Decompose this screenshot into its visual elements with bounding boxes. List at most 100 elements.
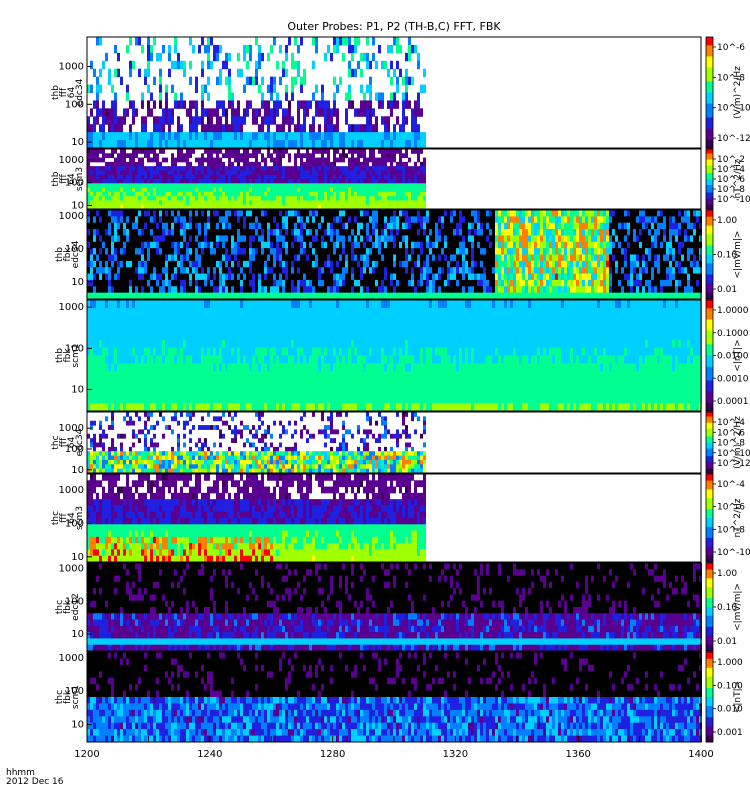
heatmap-cell <box>381 267 384 275</box>
heatmap-cell <box>171 235 174 243</box>
heatmap-cell <box>315 157 318 163</box>
heatmap-cell <box>207 92 210 101</box>
heatmap-cell <box>339 140 342 149</box>
heatmap-cell <box>189 140 192 149</box>
heatmap-cell <box>474 216 477 224</box>
heatmap-cell <box>273 179 276 184</box>
heatmap-cell <box>399 157 402 163</box>
heatmap-cell <box>585 254 588 262</box>
heatmap-cell <box>546 229 549 236</box>
heatmap-cell <box>333 200 336 206</box>
heatmap-cell <box>420 241 423 249</box>
heatmap-cell <box>363 161 366 167</box>
heatmap-cell <box>228 140 231 149</box>
heatmap-cell <box>633 254 636 262</box>
heatmap-cell <box>513 235 516 243</box>
heatmap-cell <box>558 235 561 243</box>
heatmap-cell <box>603 273 606 281</box>
heatmap-cell <box>561 248 564 255</box>
heatmap-cell <box>603 210 606 217</box>
heatmap-cell <box>372 222 375 230</box>
heatmap-cell <box>93 116 96 125</box>
heatmap-cell <box>255 254 258 262</box>
heatmap-cell <box>318 191 321 197</box>
heatmap-cell <box>585 286 588 294</box>
heatmap-cell <box>114 174 117 180</box>
heatmap-cell <box>126 191 129 197</box>
heatmap-cell <box>339 229 342 236</box>
heatmap-cell <box>396 140 399 149</box>
heatmap-cell <box>417 210 420 217</box>
heatmap-cell <box>93 260 96 268</box>
heatmap-cell <box>327 153 330 159</box>
heatmap-cell <box>225 187 228 193</box>
heatmap-cell <box>255 273 258 281</box>
heatmap-cell <box>114 157 117 163</box>
heatmap-cell <box>333 37 336 46</box>
heatmap-cell <box>294 222 297 230</box>
heatmap-cell <box>255 267 258 275</box>
heatmap-cell <box>276 196 279 201</box>
heatmap-cell <box>579 279 582 287</box>
heatmap-cell <box>303 241 306 249</box>
heatmap-cell <box>135 267 138 275</box>
heatmap-cell <box>111 140 114 149</box>
heatmap-cell <box>249 267 252 275</box>
heatmap-cell <box>378 191 381 197</box>
heatmap-cell <box>153 229 156 236</box>
heatmap-cell <box>627 292 630 300</box>
heatmap-cell <box>309 286 312 294</box>
heatmap-cell <box>546 210 549 217</box>
heatmap-cell <box>342 204 345 210</box>
heatmap-cell <box>564 279 567 287</box>
heatmap-cell <box>300 222 303 230</box>
heatmap-cell <box>201 273 204 281</box>
heatmap-cell <box>300 248 303 255</box>
heatmap-cell <box>363 229 366 236</box>
heatmap-cell <box>429 279 432 287</box>
heatmap-cell <box>387 116 390 125</box>
heatmap-cell <box>411 222 414 230</box>
heatmap-cell <box>360 200 363 206</box>
heatmap-cell <box>372 279 375 287</box>
heatmap-cell <box>657 210 660 217</box>
heatmap-cell <box>240 116 243 125</box>
heatmap-cell <box>192 216 195 224</box>
heatmap-cell <box>90 174 93 180</box>
heatmap-cell <box>609 279 612 287</box>
heatmap-cell <box>456 222 459 230</box>
heatmap-cell <box>366 60 369 70</box>
heatmap-cell <box>291 191 294 197</box>
heatmap-cell <box>345 170 348 176</box>
heatmap-cell <box>462 210 465 217</box>
heatmap-cell <box>342 222 345 230</box>
heatmap-cell <box>192 191 195 197</box>
heatmap-cell <box>570 235 573 243</box>
heatmap-cell <box>453 241 456 249</box>
heatmap-cell <box>642 248 645 255</box>
heatmap-cell <box>327 222 330 230</box>
heatmap-cell <box>339 216 342 224</box>
heatmap-cell <box>441 279 444 287</box>
heatmap-cell <box>387 124 390 133</box>
heatmap-cell <box>144 116 147 125</box>
heatmap-cell <box>156 235 159 243</box>
heatmap-cell <box>141 170 144 176</box>
heatmap-cell <box>285 132 288 141</box>
heatmap-cell <box>414 108 417 117</box>
heatmap-cell <box>117 196 120 201</box>
heatmap-cell <box>357 260 360 268</box>
heatmap-cell <box>366 254 369 262</box>
heatmap-cell <box>312 140 315 149</box>
heatmap-cell <box>138 132 141 141</box>
heatmap-cell <box>537 260 540 268</box>
heatmap-cell <box>339 157 342 163</box>
y-tick-label: 10 <box>71 137 84 148</box>
heatmap-cell <box>435 229 438 236</box>
heatmap-cell <box>621 216 624 224</box>
heatmap-cell <box>234 140 237 149</box>
heatmap-cell <box>366 260 369 268</box>
heatmap-cell <box>354 37 357 46</box>
heatmap-cell <box>117 161 120 167</box>
heatmap-cell <box>456 260 459 268</box>
